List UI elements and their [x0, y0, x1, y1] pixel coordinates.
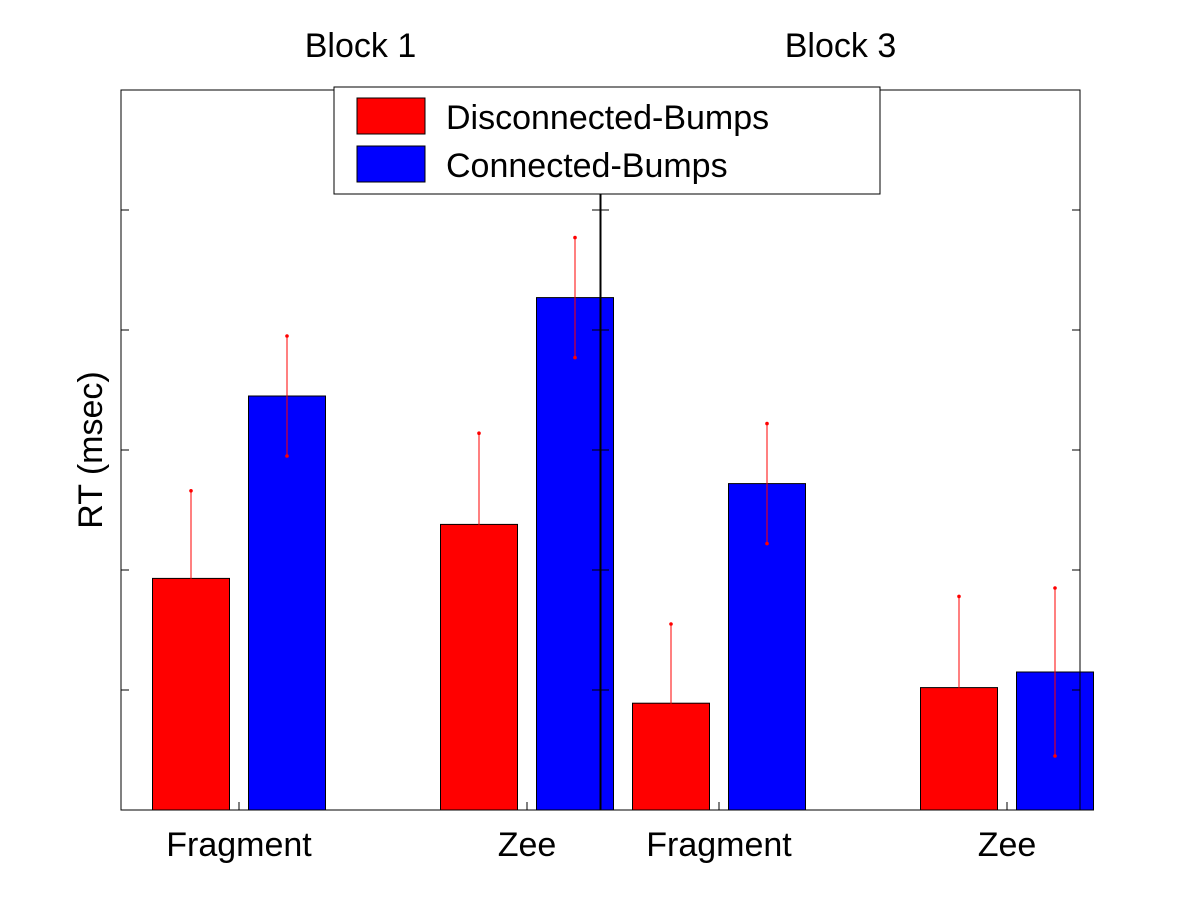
error-bar-cap	[477, 431, 481, 436]
bar-connected-bumps	[536, 297, 614, 811]
legend: Disconnected-Bumps Connected-Bumps	[333, 86, 881, 195]
category-label: Zee	[498, 826, 557, 864]
panel-1: Block 1 Fragment Zee	[120, 27, 614, 864]
y-axis-label: RT (msec)	[72, 371, 110, 528]
error-bar-cap	[765, 421, 769, 426]
error-bar-cap	[285, 334, 289, 338]
legend-label: Connected-Bumps	[446, 147, 728, 185]
error-bar-cap	[957, 777, 961, 781]
bar-connected-bumps	[248, 395, 326, 811]
error-bar-cap	[1053, 754, 1057, 758]
error-bar-cap	[189, 489, 193, 493]
error-bar-cap	[573, 355, 577, 360]
plot-area-border	[600, 89, 1081, 811]
error-bar-cap	[477, 613, 481, 618]
category-label: Zee	[978, 826, 1037, 864]
error-bar-cap	[285, 454, 289, 458]
error-bar-cap	[669, 622, 673, 626]
legend-label: Disconnected-Bumps	[446, 99, 769, 137]
chart-panels: Block 1 Fragment Zee Block 3 Fragment Zee	[120, 27, 1094, 864]
error-bar-cap	[765, 541, 769, 546]
panel-2: Block 3 Fragment Zee	[600, 27, 1094, 864]
legend-swatch	[356, 145, 426, 183]
error-bar-cap	[573, 235, 577, 240]
error-bar-cap	[189, 664, 193, 668]
panel-title: Block 3	[785, 27, 897, 65]
error-bar-cap	[957, 594, 961, 599]
category-label: Fragment	[166, 826, 312, 864]
panel-title: Block 1	[305, 27, 417, 65]
category-label: Fragment	[646, 826, 792, 864]
error-bar-cap	[669, 780, 673, 785]
error-bar-cap	[1053, 586, 1057, 590]
legend-swatch	[356, 97, 426, 135]
